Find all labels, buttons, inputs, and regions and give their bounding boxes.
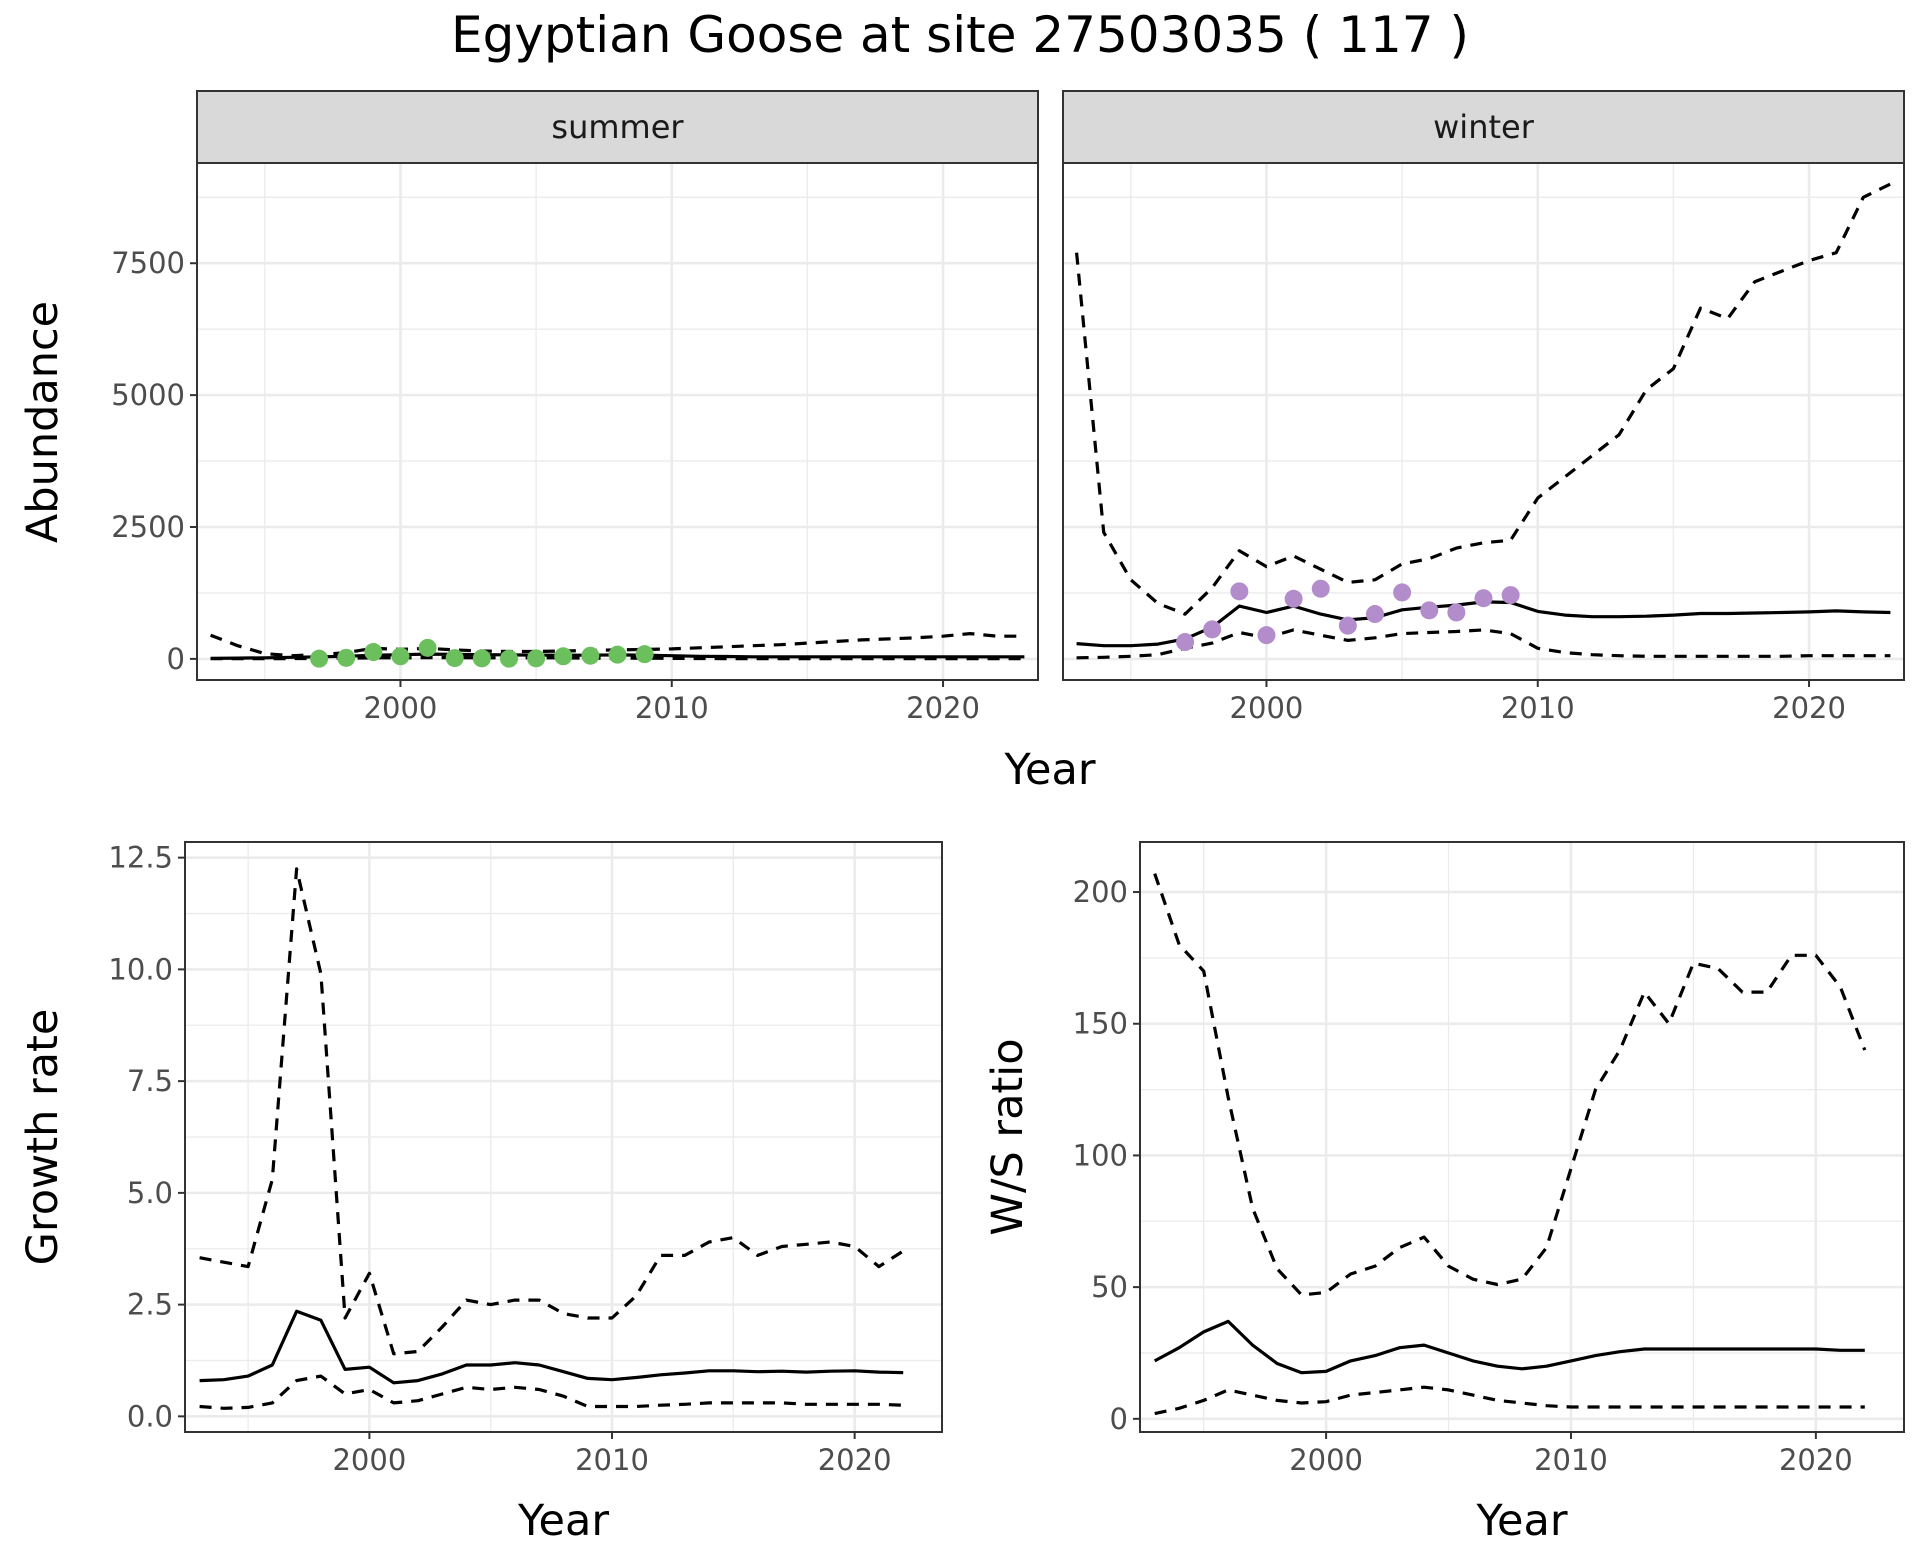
ratio-y-tick-label: 0: [1110, 1402, 1128, 1436]
facet-winter-observed-point: [1230, 582, 1249, 601]
facet-winter-strip: [1062, 90, 1905, 164]
facet-winter-observed-point: [1447, 603, 1466, 622]
growth-y-axis-label: Growth rate: [18, 1009, 68, 1266]
growth-y-tick-label: 2.5: [127, 1288, 173, 1322]
ratio-background: [1140, 842, 1904, 1432]
facet-winter-observed-point: [1203, 620, 1222, 639]
growth-x-tick-label: 2000: [332, 1443, 406, 1477]
ratio-y-tick-label: 50: [1091, 1270, 1128, 1304]
ratio-y-tick-label: 200: [1073, 875, 1128, 909]
facet-winter-x-tick-label: 2000: [1230, 691, 1304, 725]
growth-x-tick-label: 2020: [818, 1443, 892, 1477]
facet-winter-observed-point: [1393, 583, 1412, 602]
facet-winter-strip-label: winter: [1433, 108, 1535, 146]
facet-summer-background: [197, 163, 1038, 680]
facet-summer-y-tick-label: 7500: [111, 246, 185, 280]
facet-summer-observed-point: [635, 645, 654, 664]
facet-winter-observed-point: [1257, 626, 1276, 645]
ratio-x-axis-label: Year: [1475, 1496, 1567, 1546]
growth-y-tick-label: 5.0: [127, 1176, 173, 1210]
facet-winter-observed-point: [1284, 589, 1303, 608]
facet-summer-x-tick-label: 2000: [364, 691, 438, 725]
facet-winter-upper-bound-line: [1075, 182, 1892, 616]
growth-x-tick-label: 2010: [575, 1443, 649, 1477]
growth-y-tick-label: 7.5: [127, 1064, 173, 1098]
facet-summer-observed-point: [499, 649, 518, 668]
facet-summer-observed-point: [554, 647, 573, 666]
ratio-y-tick-label: 100: [1073, 1138, 1128, 1172]
growth-lower-bound-line: [199, 1374, 904, 1410]
facet-summer-observed-point: [581, 646, 600, 665]
facet-summer-observed-point: [445, 649, 464, 668]
facet-summer-observed-point: [310, 649, 329, 668]
ratio-border: [1139, 841, 1905, 1433]
facet-winter-observed-point: [1474, 589, 1493, 608]
growth-border: [184, 841, 943, 1433]
abundance-x-axis-label: Year: [1003, 745, 1095, 795]
facet-winter-observed-point: [1338, 616, 1357, 635]
ratio-x-tick-label: 2010: [1534, 1443, 1608, 1477]
facet-summer-x-tick-label: 2010: [635, 691, 709, 725]
ratio-x-tick-label: 2020: [1779, 1443, 1853, 1477]
ratio-estimate-line: [1153, 1319, 1865, 1375]
facet-winter-observed-point: [1420, 601, 1439, 620]
facet-winter-observed-point: [1311, 579, 1330, 598]
growth-upper-bound-line: [199, 867, 905, 1356]
figure-title: Egyptian Goose at site 27503035 ( 117 ): [451, 6, 1469, 64]
facet-summer-observed-point: [337, 648, 356, 667]
facet-winter-x-tick-label: 2010: [1501, 691, 1575, 725]
ratio-y-tick-label: 150: [1073, 1007, 1128, 1041]
facet-summer-observed-point: [418, 638, 437, 657]
abundance-y-axis-label: Abundance: [18, 301, 68, 543]
growth-y-tick-label: 12.5: [108, 841, 173, 875]
growth-y-tick-label: 0.0: [127, 1399, 173, 1433]
ratio-upper-bound-line: [1153, 873, 1867, 1297]
facet-summer-x-tick-label: 2020: [906, 691, 980, 725]
ratio-lower-bound-line: [1154, 1385, 1865, 1416]
facet-summer-observed-point: [364, 643, 383, 662]
facet-summer-y-tick-label: 5000: [111, 378, 185, 412]
facet-summer-strip: [196, 90, 1039, 164]
ratio-x-tick-label: 2000: [1289, 1443, 1363, 1477]
facet-summer-observed-point: [527, 649, 546, 668]
facet-summer-observed-point: [472, 649, 491, 668]
facet-winter-observed-point: [1365, 605, 1384, 624]
growth-y-tick-label: 10.0: [108, 952, 173, 986]
growth-x-axis-label: Year: [517, 1496, 609, 1546]
facet-summer-strip-label: summer: [551, 108, 684, 146]
facet-summer-observed-point: [608, 645, 627, 664]
growth-estimate-line: [199, 1309, 904, 1385]
facet-winter-x-tick-label: 2020: [1772, 691, 1846, 725]
facet-summer-observed-point: [391, 647, 410, 666]
ratio-y-axis-label: W/S ratio: [983, 1038, 1033, 1235]
facet-winter-observed-point: [1501, 586, 1520, 605]
facet-summer-y-tick-label: 0: [167, 642, 185, 676]
facet-summer-y-tick-label: 2500: [111, 510, 185, 544]
facet-winter-lower-bound-line: [1076, 628, 1891, 660]
facet-winter-observed-point: [1176, 633, 1195, 652]
